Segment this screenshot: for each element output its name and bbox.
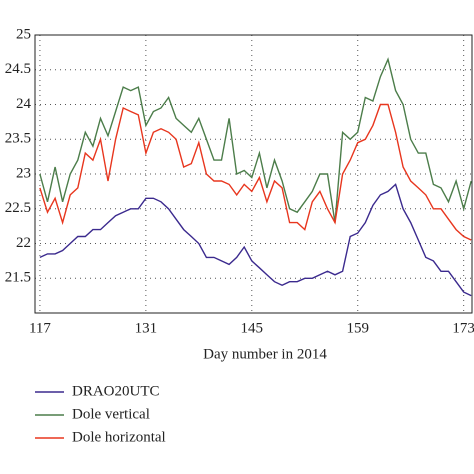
plot-frame: [34, 34, 473, 314]
y-tick-label: 22.5: [5, 200, 31, 216]
y-tick-label: 23: [16, 165, 31, 181]
y-tick-label: 21.5: [5, 270, 31, 286]
x-axis-label: Day number in 2014: [203, 346, 327, 362]
legend-label: Dole horizontal: [72, 429, 166, 445]
x-tick-label: 159: [346, 320, 369, 336]
x-tick-label: 145: [241, 320, 264, 336]
y-tick-label: 24: [16, 96, 32, 112]
y-tick-label: 22: [16, 235, 31, 251]
legend-label: Dole vertical: [72, 406, 150, 422]
x-tick-label: 117: [29, 320, 51, 336]
y-tick-label: 23.5: [5, 131, 31, 147]
x-tick-label: 173: [452, 320, 474, 336]
data-line: [39, 183, 472, 297]
legend-label: DRAO20UTC: [72, 383, 160, 399]
data-line: [39, 57, 472, 223]
x-tick-label: 131: [135, 320, 158, 336]
data-line: [39, 103, 472, 241]
y-tick-label: 24.5: [5, 61, 31, 77]
y-tick-label: 25: [16, 26, 31, 42]
